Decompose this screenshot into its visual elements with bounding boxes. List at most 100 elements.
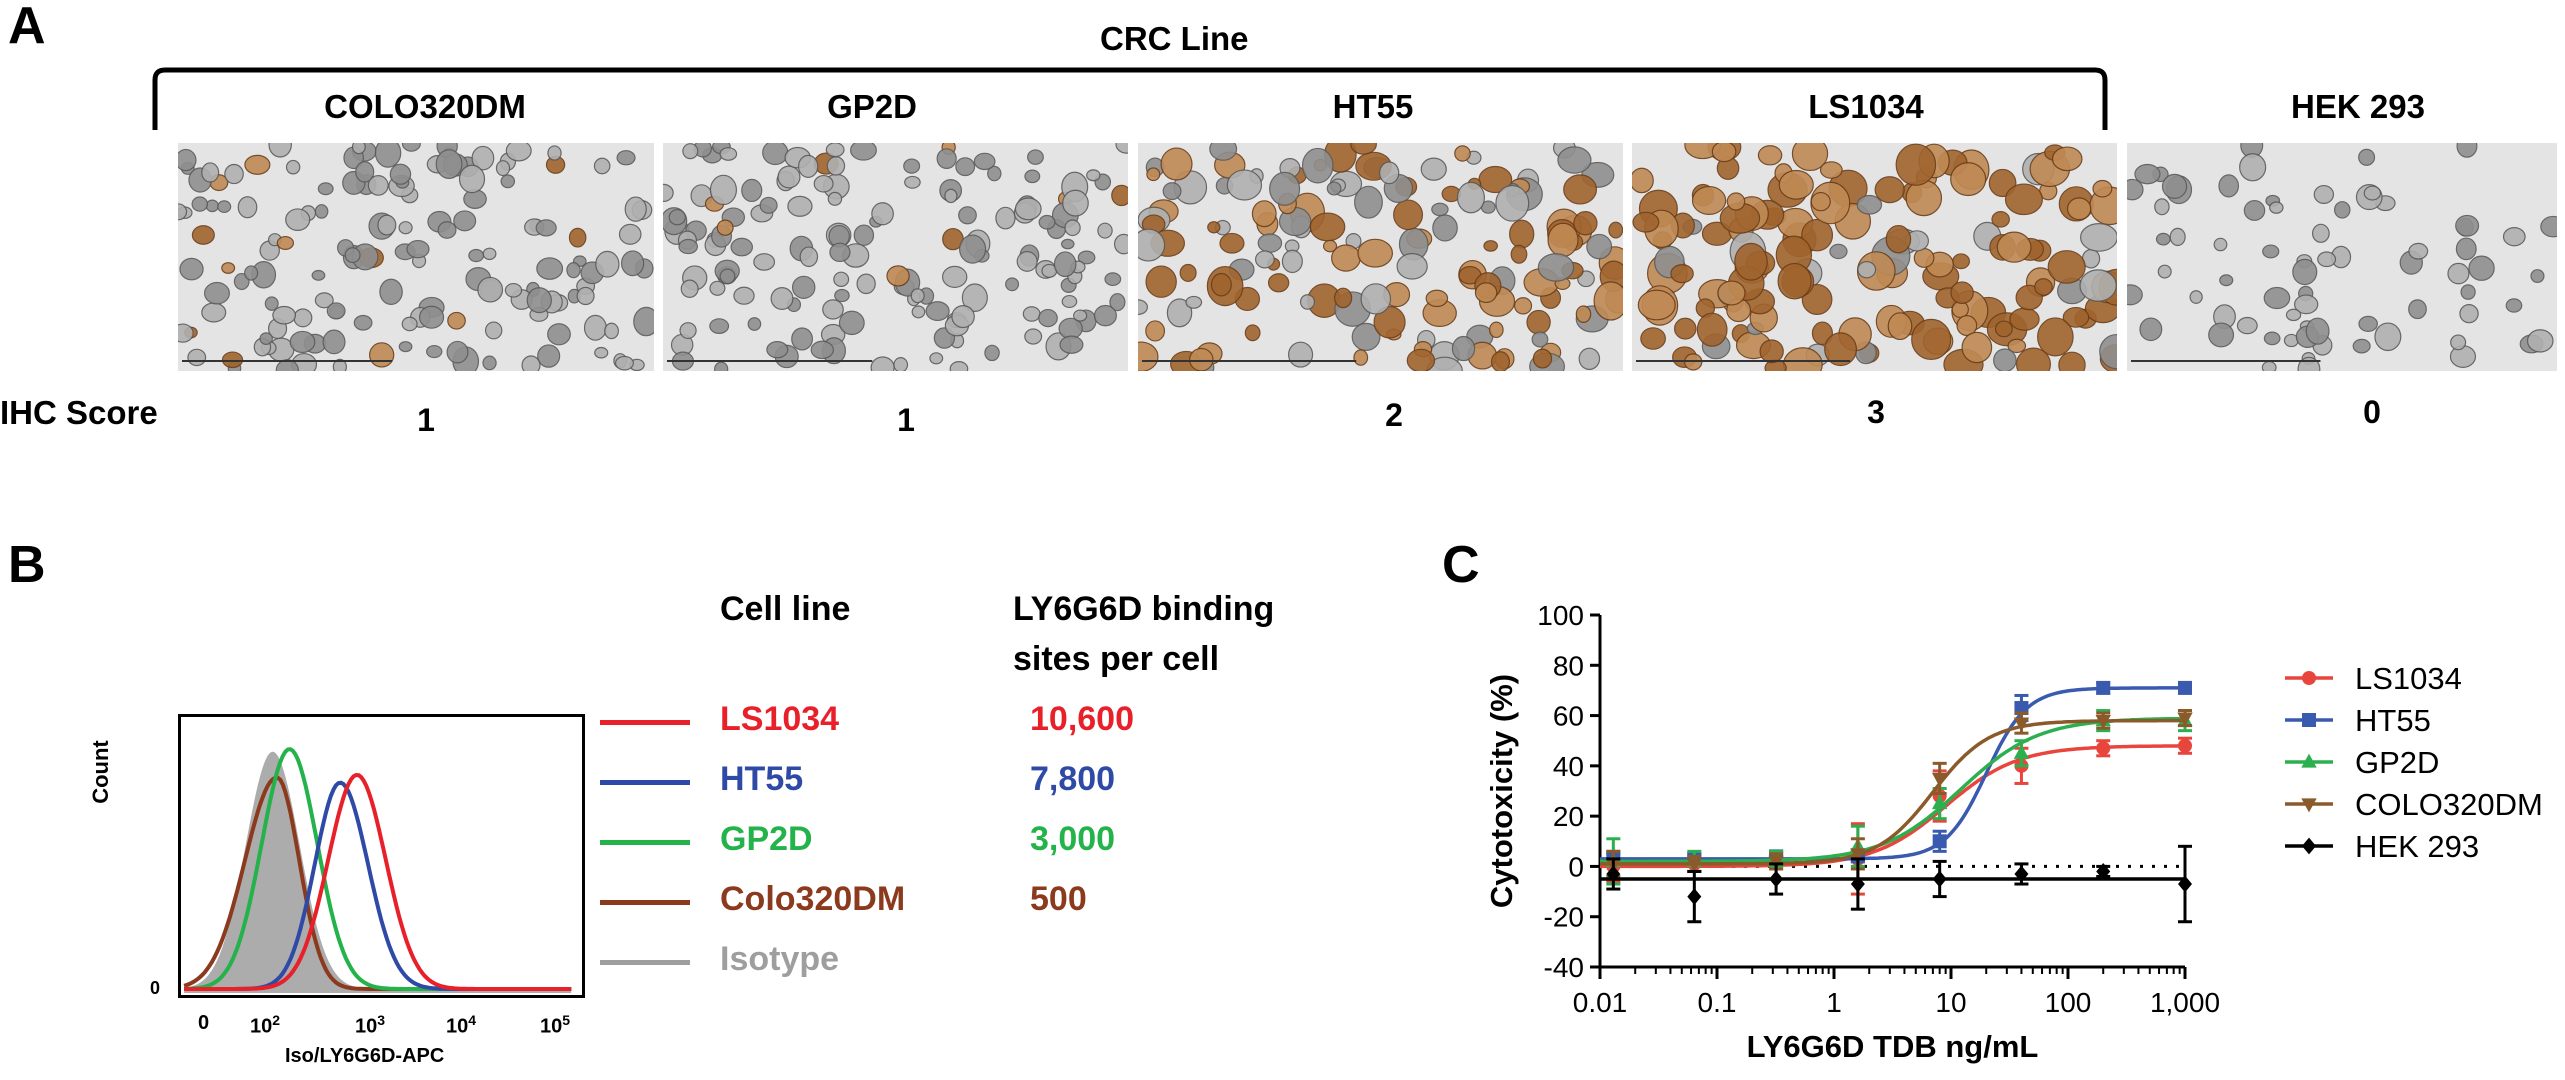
column-label-gp2d: GP2D [827,88,917,125]
cell-texture [1138,143,1623,371]
x-tick-label: 100 [2045,987,2092,1018]
table-cell-line-gp2d: GP2D [720,820,813,858]
data-point [2014,865,2029,883]
x-tick-label: 0.01 [1573,987,1628,1018]
legend-item-gp2d: GP2D [2285,745,2439,780]
data-point [2096,863,2111,880]
cell-texture [2127,143,2557,371]
svg-text:COLO320DM: COLO320DM [2355,787,2543,822]
table-cell-line-colo320dm: Colo320DM [720,880,906,918]
data-point [2096,741,2111,756]
flow-histogram [183,747,572,993]
ihc-score-ls1034: 3 [1867,394,1885,430]
table-sites-gp2d: 3,000 [1030,820,1116,858]
table-sites-colo320dm: 500 [1030,880,1087,918]
histogram-tick-1e3: 103 [355,1012,386,1038]
cell-texture [178,143,654,371]
legend-line-gp2d [600,840,690,845]
data-point [2178,680,2192,695]
histogram-ls1034 [184,772,572,991]
data-point [2095,715,2111,729]
legend-item-ls1034: LS1034 [2285,661,2462,696]
column-label-ls1034: LS1034 [1808,88,1924,125]
histogram-tick-1e4: 104 [446,1012,477,1038]
svg-text:HEK 293: HEK 293 [2355,829,2479,864]
table-cell-line-isotype: Isotype [720,940,840,978]
cell-texture [1632,143,2117,371]
data-point [1932,870,1947,888]
data-point [2014,701,2029,716]
data-point [2178,738,2192,753]
data-point [2178,875,2192,893]
table-header-sites-line2: sites per cell [1013,640,1220,678]
y-axis-label: Cytotoxicity (%) [1484,674,1519,908]
cytotoxicity-chart: -40 -20 0 20 40 60 80 100 0.01 0.1 1 10 100 1,000 Cyto… [1484,600,2543,1064]
ihc-image-gp2d [663,143,1128,371]
series-hek293 [1600,844,2192,924]
svg-text:LS1034: LS1034 [2355,661,2462,696]
data-point [2013,717,2030,732]
legend-line-ht55 [600,780,690,785]
y-tick-label: 20 [1553,801,1584,832]
histogram-tick-1e2: 102 [250,1012,281,1038]
y-tick-label: 100 [1537,600,1584,631]
panel-c-letter: C [1442,536,1480,594]
x-tick-label: 10 [1935,987,1966,1018]
table-sites-ls1034: 10,600 [1030,700,1134,738]
histogram-y-label: Count [88,740,113,804]
histogram-y-zero: 0 [150,978,161,998]
data-point [1850,848,1866,863]
histogram-tick-0: 0 [198,1012,210,1034]
column-label-colo320dm: COLO320DM [324,88,526,125]
ihc-score-gp2d: 1 [897,402,915,438]
panel-a-letter: A [8,0,46,55]
ihc-score-label: IHC Score [0,394,158,431]
ihc-score-ht55: 2 [1385,397,1403,433]
data-point [2013,744,2030,759]
legend-line-isotype [600,960,690,965]
svg-text:HT55: HT55 [2355,703,2431,738]
ihc-image-hek293 [2127,143,2557,371]
svg-text:GP2D: GP2D [2355,745,2439,780]
panel-b-letter: B [8,536,46,594]
x-axis-label: LY6G6D TDB ng/mL [1747,1029,2039,1064]
y-tick-label: -40 [1544,952,1584,983]
fit-curve [1600,744,2185,869]
ihc-image-ls1034 [1632,143,2117,371]
table-header-cell-line: Cell line [720,590,851,628]
legend-item-hek293: HEK 293 [2285,829,2479,864]
histogram-x-label: Iso/LY6G6D-APC [285,1045,445,1067]
data-point [1687,888,1702,905]
legend-line-colo320dm [600,900,690,905]
legend-item-ht55: HT55 [2285,703,2431,738]
column-label-ht55: HT55 [1332,88,1414,125]
crc-line-label: CRC Line [1100,20,1249,57]
table-cell-line-ls1034: LS1034 [720,700,840,738]
y-tick-label: 0 [1568,851,1584,882]
y-tick-label: 60 [1553,701,1584,732]
data-point [2177,712,2193,727]
data-point [1686,858,1703,873]
data-point [1932,834,1947,849]
x-tick-label: 1 [1826,987,1842,1018]
data-point [1769,870,1784,888]
column-label-hek293: HEK 293 [2291,88,2425,125]
ihc-image-colo320dm [178,143,654,371]
y-tick-label: 40 [1553,751,1584,782]
legend-line-ls1034 [600,720,690,725]
table-header-sites-line1: LY6G6D binding [1013,590,1275,628]
ihc-image-ht55 [1138,143,1623,371]
y-tick-label: 80 [1553,650,1584,681]
cell-texture [663,143,1128,371]
isotype-histogram [184,751,572,993]
ihc-score-hek293: 0 [2363,394,2381,430]
data-point [1931,795,1948,810]
data-point [1606,865,1621,883]
data-point [2096,680,2111,695]
legend-item-colo320dm: COLO320DM [2285,787,2543,822]
x-tick-label: 0.1 [1698,987,1737,1018]
y-tick-label: -20 [1544,902,1584,933]
table-cell-line-ht55: HT55 [720,760,804,798]
data-point [1931,772,1948,787]
x-tick-label: 1,000 [2150,987,2220,1018]
